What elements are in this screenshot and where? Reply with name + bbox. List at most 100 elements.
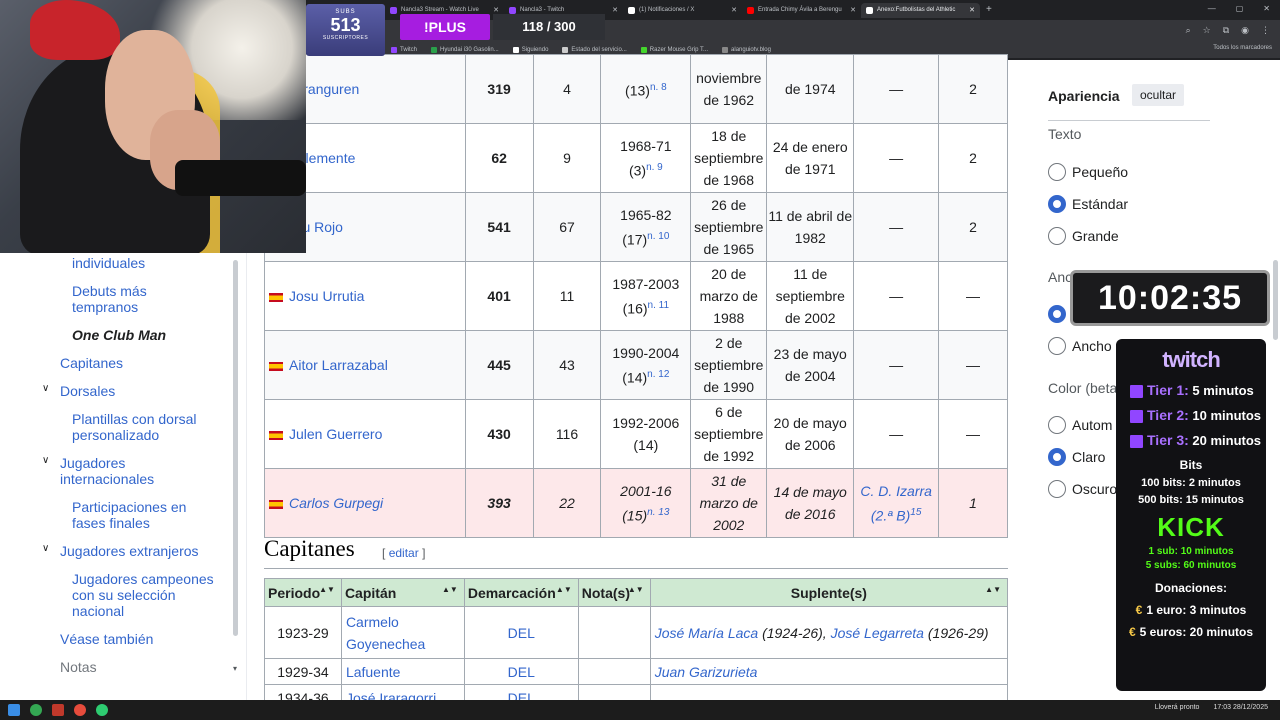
substitute-link[interactable]: José Legarreta	[830, 624, 924, 641]
color-option-label[interactable]: Oscuro	[1072, 481, 1118, 497]
toc-item[interactable]: Jugadores extranjeros	[60, 543, 199, 559]
toc-item[interactable]: fases finales	[72, 515, 150, 531]
browser-tab[interactable]: Anexo:Futbolistas del Athletic ✕	[861, 3, 980, 18]
club-link[interactable]: C. D. Izarra (2.ª B)	[860, 482, 932, 524]
bookmark-item[interactable]: Siguiendo	[512, 45, 548, 55]
toc-item[interactable]: tempranos	[72, 299, 139, 315]
tab-close-icon[interactable]: ✕	[493, 7, 499, 14]
app-icon[interactable]	[96, 704, 108, 716]
menu-icon[interactable]: ⋮	[1261, 25, 1270, 35]
note-ref[interactable]: n. 10	[647, 230, 670, 242]
text-size-radio[interactable]	[1048, 163, 1066, 181]
text-size-option-label[interactable]: Estándar	[1072, 196, 1129, 212]
new-tab-icon[interactable]: +	[986, 4, 992, 15]
browser-tab[interactable]: (1) Notificaciones / X ✕	[623, 3, 742, 18]
text-size-radio[interactable]	[1048, 195, 1066, 213]
toc-item[interactable]: con su selección	[72, 587, 176, 603]
toc-item[interactable]: Jugadores	[60, 455, 126, 471]
color-option-label[interactable]: Claro	[1072, 449, 1106, 465]
sort-icon[interactable]: ▲▼	[985, 585, 1001, 594]
tab-close-icon[interactable]: ✕	[612, 7, 618, 14]
note-ref[interactable]: n. 9	[646, 161, 663, 173]
calendar-icon[interactable]	[52, 704, 64, 716]
captain-link[interactable]: Lafuente	[345, 663, 401, 680]
player-link[interactable]: Julen Guerrero	[289, 426, 383, 442]
player-link[interactable]: Aitor Larrazabal	[289, 357, 388, 373]
toc-collapse-icon[interactable]: ∨	[42, 543, 50, 554]
width-radio[interactable]	[1048, 337, 1066, 355]
bookmark-item[interactable]: Twitch	[391, 45, 417, 55]
player-link[interactable]: Carlos Gurpegi	[289, 495, 384, 511]
browser-tab[interactable]: Nancla3 - Twitch ✕	[504, 3, 623, 18]
toc-item[interactable]: Dorsales	[60, 383, 116, 399]
edit-link[interactable]: editar	[388, 546, 419, 560]
toc-item[interactable]: Notas	[60, 659, 97, 675]
bookmark-item[interactable]: alanguiotv.blog	[722, 45, 771, 55]
note-ref[interactable]: n. 8	[649, 81, 667, 93]
toc-item[interactable]: Debuts más	[72, 283, 147, 299]
tab-close-icon[interactable]: ✕	[850, 7, 856, 14]
column-header[interactable]: Suplente(s) ▲▼	[649, 578, 1009, 607]
minimize-icon[interactable]: —	[1207, 4, 1216, 13]
note-ref[interactable]: n. 12	[647, 368, 670, 380]
profile-icon[interactable]: ◉	[1241, 25, 1249, 35]
toc-item[interactable]: Plantillas con dorsal	[72, 411, 197, 427]
toc-item[interactable]: One Club Man	[72, 327, 167, 343]
sort-icon[interactable]: ▲▼	[319, 585, 335, 594]
address-bar[interactable]: ⌕ ☆ ⧉ ◉ ⋮	[385, 20, 1280, 42]
scroll-down-icon[interactable]: ▾	[233, 664, 238, 673]
search-icon[interactable]: ⌕	[1185, 25, 1191, 35]
substitute-link[interactable]: José María Laca	[654, 624, 759, 641]
column-header[interactable]: Capitán ▲▼	[340, 578, 465, 607]
text-size-radio[interactable]	[1048, 227, 1066, 245]
note-ref[interactable]: n. 11	[647, 299, 670, 311]
text-size-option-label[interactable]: Grande	[1072, 228, 1119, 244]
toc-item[interactable]: individuales	[72, 255, 146, 271]
toc-collapse-icon[interactable]: ∨	[42, 383, 50, 394]
star-icon[interactable]: ☆	[1202, 25, 1211, 35]
column-header[interactable]: Nota(s) ▲▼	[577, 578, 651, 607]
toc-item[interactable]: nacional	[72, 603, 125, 619]
color-radio[interactable]	[1048, 480, 1066, 498]
column-header[interactable]: Periodo ▲▼	[264, 578, 342, 607]
maximize-icon[interactable]: ▢	[1235, 4, 1244, 13]
club-ref[interactable]: 15	[910, 506, 922, 518]
color-option-label[interactable]: Autom	[1072, 417, 1113, 433]
toc-item[interactable]: Véase también	[60, 631, 154, 647]
column-header[interactable]: Demarcación ▲▼	[463, 578, 579, 607]
browser-tab[interactable]: Entrada Chimy Ávila a Berengu ✕	[742, 3, 861, 18]
bookmark-item[interactable]: Hyundai i30 Gasolin...	[431, 45, 499, 55]
toc-item[interactable]: Jugadores campeones	[72, 571, 214, 587]
bookmark-item[interactable]: Estado del servicio...	[562, 45, 627, 55]
color-radio[interactable]	[1048, 448, 1066, 466]
toc-item[interactable]: personalizado	[72, 427, 160, 443]
hide-button[interactable]: ocultar	[1132, 84, 1185, 106]
sort-icon[interactable]: ▲▼	[555, 585, 572, 594]
extension-icon[interactable]: ⧉	[1222, 25, 1230, 35]
page-scrollbar[interactable]	[1273, 260, 1278, 340]
toc-item[interactable]: Capitanes	[60, 355, 124, 371]
width-radio[interactable]	[1048, 305, 1066, 323]
color-radio[interactable]	[1048, 416, 1066, 434]
width-option-label[interactable]: Ancho	[1072, 338, 1112, 354]
substitute-link[interactable]: Juan Garizurieta	[654, 663, 758, 680]
all-bookmarks[interactable]: Todos los marcadores	[1213, 45, 1272, 51]
tab-close-icon[interactable]: ✕	[731, 7, 737, 14]
toc-collapse-icon[interactable]: ∨	[42, 455, 50, 466]
toc-item[interactable]: Participaciones en	[72, 499, 187, 515]
position-link[interactable]: DEL	[507, 663, 535, 680]
note-ref[interactable]: n. 13	[647, 506, 670, 518]
position-link[interactable]: DEL	[507, 624, 535, 641]
text-size-option-label[interactable]: Pequeño	[1072, 164, 1129, 180]
toc-scrollbar[interactable]	[233, 260, 238, 636]
chrome-icon[interactable]	[30, 704, 42, 716]
sort-icon[interactable]: ▲▼	[627, 585, 644, 594]
browser-tab[interactable]: Nancla3 Stream - Watch Live ✕	[385, 3, 504, 18]
bookmark-item[interactable]: Razer Mouse Grip T...	[640, 45, 708, 55]
tab-close-icon[interactable]: ✕	[969, 7, 975, 14]
windows-start-icon[interactable]	[8, 704, 20, 716]
player-link[interactable]: Josu Urrutia	[289, 288, 365, 304]
sort-icon[interactable]: ▲▼	[441, 585, 458, 594]
toc-item[interactable]: internacionales	[60, 471, 155, 487]
obs-icon[interactable]	[74, 704, 86, 716]
